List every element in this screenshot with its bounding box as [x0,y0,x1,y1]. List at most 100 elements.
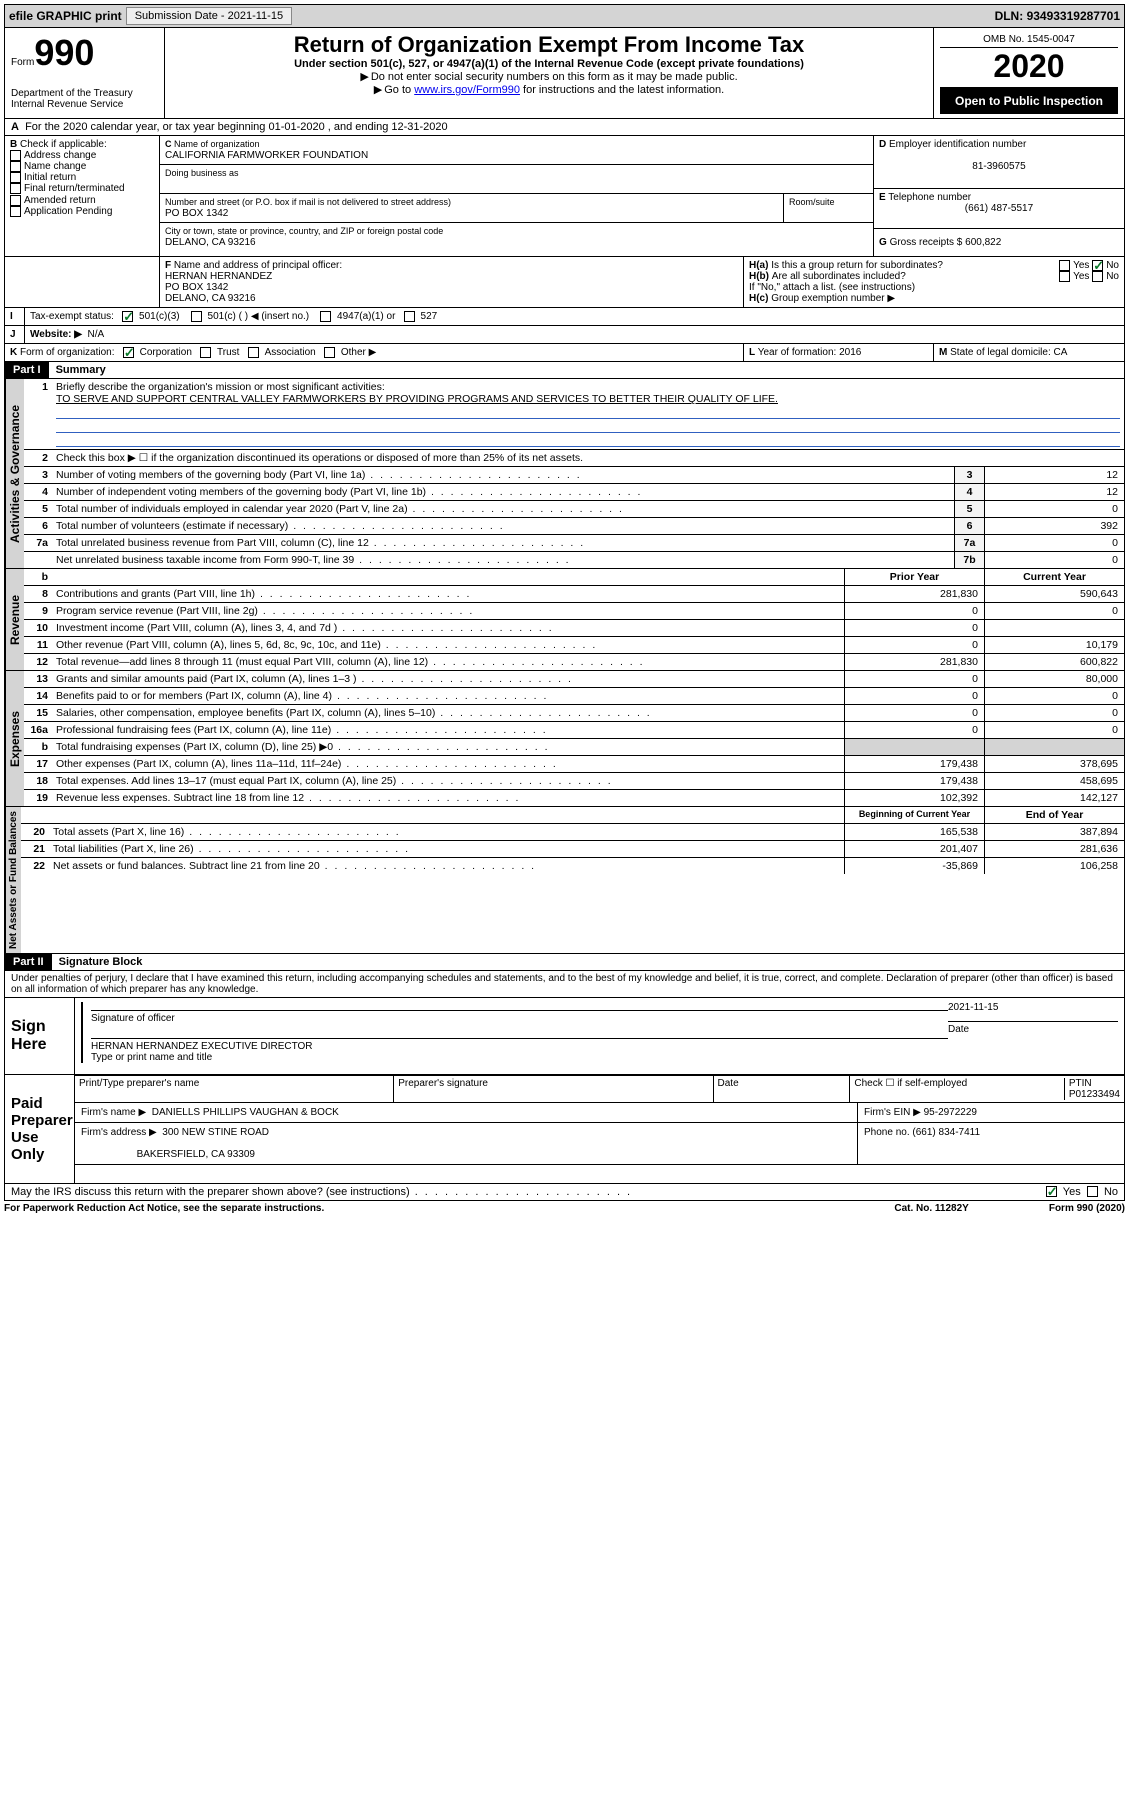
tel-label: Telephone number [888,192,971,203]
efile-label: efile GRAPHIC print [9,9,122,23]
part1-title: Summary [52,364,106,376]
firm-ein-label: Firm's EIN ▶ [864,1107,921,1118]
cb-discuss-yes[interactable] [1046,1186,1057,1197]
k-trust: Trust [217,347,239,358]
entity-grid: B Check if applicable: Address change Na… [4,136,1125,257]
te-501c3: 501(c)(3) [139,311,180,322]
te-527: 527 [421,311,438,322]
form-header: Form990 Department of the Treasury Inter… [4,28,1125,119]
cb-hb-no[interactable] [1092,271,1103,282]
dln: DLN: 93493319287701 [995,9,1120,23]
cb-amended[interactable] [10,195,21,206]
no-label: No [1104,1186,1118,1198]
cb-ha-yes[interactable] [1059,260,1070,271]
right-header-cell: OMB No. 1545-0047 2020 Open to Public In… [934,28,1124,118]
cb-ha-no[interactable] [1092,260,1103,271]
firm-name-label: Firm's name ▶ [81,1107,146,1118]
k-label: Form of organization: [20,347,115,358]
preparer-grid: Print/Type preparer's name Preparer's si… [75,1075,1124,1103]
ha-text: Is this a group return for subordinates? [771,260,1059,271]
discuss-text: May the IRS discuss this return with the… [11,1186,1046,1198]
cb-final-return[interactable] [10,183,21,194]
website-label: Website: ▶ [30,329,82,340]
cb-address-change[interactable] [10,150,21,161]
instr-1: Do not enter social security numbers on … [171,70,927,83]
box-h: H(a) Is this a group return for subordin… [744,257,1124,307]
dln-label: DLN: [995,9,1027,23]
form-title: Return of Organization Exempt From Incom… [171,32,927,58]
gov-line: 5Total number of individuals employed in… [24,501,1124,518]
cb-4947[interactable] [320,311,331,322]
firm-addr1: 300 NEW STINE ROAD [162,1127,269,1138]
ein-value: 81-3960575 [879,161,1119,172]
data-line: 18Total expenses. Add lines 13–17 (must … [24,773,1124,790]
officer-name-value: HERNAN HERNANDEZ EXECUTIVE DIRECTOR [91,1041,313,1052]
cb-name-change[interactable] [10,161,21,172]
box-f: F Name and address of principal officer:… [160,257,744,307]
cb-initial-return[interactable] [10,172,21,183]
submission-date-button[interactable]: Submission Date - 2021-11-15 [126,7,292,25]
col-beg: Beginning of Current Year [844,807,984,823]
part2-hdr: Part II [5,954,52,970]
sig-officer-label: Signature of officer [91,1013,175,1024]
data-line: 20Total assets (Part X, line 16)165,5383… [21,824,1124,841]
fh-grid: F Name and address of principal officer:… [4,257,1125,308]
sig-date-value: 2021-11-15 [948,1002,1118,1013]
cb-assoc[interactable] [248,347,259,358]
expenses-block: Expenses 13Grants and similar amounts pa… [4,671,1125,807]
opt-amended: Amended return [24,195,96,206]
cb-corp[interactable] [123,347,134,358]
footer-left: For Paperwork Reduction Act Notice, see … [4,1203,324,1214]
cb-discuss-no[interactable] [1087,1186,1098,1197]
self-emp-label: Check ☐ if self-employed [854,1078,1064,1100]
k-assoc: Association [265,347,316,358]
data-line: 10Investment income (Part VIII, column (… [24,620,1124,637]
firm-ein-value: 95-2972229 [924,1107,977,1118]
hb-note: If "No," attach a list. (see instruction… [749,282,1119,293]
instr-link[interactable]: www.irs.gov/Form990 [414,84,520,96]
cb-hb-yes[interactable] [1059,271,1070,282]
phone-value: (661) 834-7411 [912,1127,980,1138]
street-value: PO BOX 1342 [165,208,228,219]
hc-text: Group exemption number ▶ [771,293,895,304]
footer-right: Form 990 (2020) [1049,1203,1125,1214]
cb-501c[interactable] [191,311,202,322]
vlabel-expenses: Expenses [5,671,24,806]
sign-here-label: Sign Here [5,998,75,1074]
tax-exempt-row: I Tax-exempt status: 501(c)(3) 501(c) ( … [4,308,1125,326]
form-number-cell: Form990 Department of the Treasury Inter… [5,28,165,118]
col-end: End of Year [984,807,1124,823]
officer-addr2: DELANO, CA 93216 [165,293,256,304]
type-name-label: Type or print name and title [91,1052,212,1063]
period-text: For the 2020 calendar year, or tax year … [25,121,448,133]
instr-2-post: for instructions and the latest informat… [520,84,724,96]
tax-year: 2020 [940,48,1118,88]
form-word: Form [11,57,34,68]
data-line: 13Grants and similar amounts paid (Part … [24,671,1124,688]
date-label: Date [948,1024,969,1035]
ptin-value: P01233494 [1069,1089,1120,1100]
prep-sig-label: Preparer's signature [394,1076,713,1103]
footer-mid: Cat. No. 11282Y [894,1203,968,1214]
cb-other[interactable] [324,347,335,358]
title-cell: Return of Organization Exempt From Incom… [165,28,934,118]
l-label: Year of formation: [758,347,837,358]
box-b: B Check if applicable: Address change Na… [5,136,160,256]
l-value: 2016 [839,347,861,358]
omb-number: OMB No. 1545-0047 [940,32,1118,48]
m-label: State of legal domicile: [950,347,1051,358]
cb-app-pending[interactable] [10,206,21,217]
hb-text: Are all subordinates included? [772,271,1059,282]
form-number: 990 [34,32,94,73]
box-b-label: Check if applicable: [20,139,107,150]
part1-bar: Part I Summary [4,362,1125,379]
cb-trust[interactable] [200,347,211,358]
submission-date: 2021-11-15 [228,10,283,22]
website-row: J Website: ▶ N/A [4,326,1125,344]
paid-preparer-section: Paid Preparer Use Only Print/Type prepar… [4,1075,1125,1184]
cb-527[interactable] [404,311,415,322]
street-label: Number and street (or P.O. box if mail i… [165,197,451,207]
cb-501c3[interactable] [122,311,133,322]
paid-preparer-label: Paid Preparer Use Only [5,1075,75,1183]
te-501c: 501(c) ( ) ◀ (insert no.) [208,311,310,322]
